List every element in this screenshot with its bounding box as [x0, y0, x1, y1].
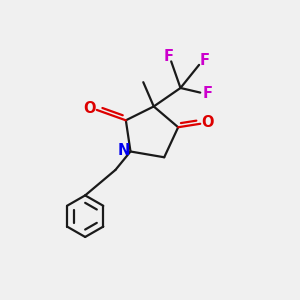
- Text: F: F: [199, 53, 209, 68]
- Text: N: N: [117, 143, 130, 158]
- Text: F: F: [202, 86, 212, 101]
- Text: O: O: [201, 115, 214, 130]
- Text: F: F: [164, 49, 173, 64]
- Text: O: O: [84, 100, 96, 116]
